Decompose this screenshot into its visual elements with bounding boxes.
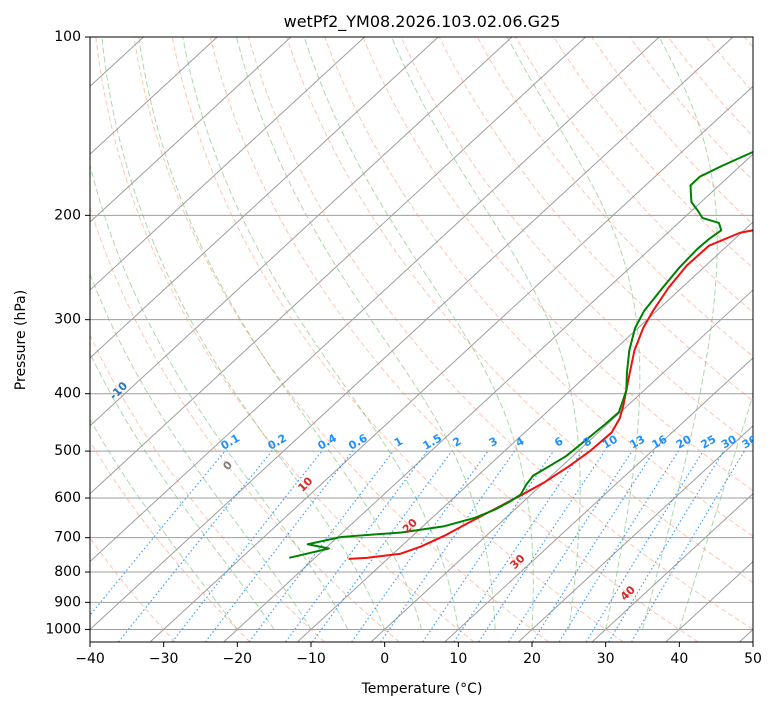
y-tick-label: 600 <box>54 490 81 506</box>
mixing-ratio-line <box>532 450 655 642</box>
isotherm-line <box>149 85 753 642</box>
isotherm-line <box>223 153 753 642</box>
isotherm-line <box>90 37 218 155</box>
isotherm-line <box>90 37 292 223</box>
dry-adiabat-line <box>324 37 753 537</box>
plot-area <box>90 37 753 642</box>
plot-frame <box>89 36 754 643</box>
x-tick-label: 0 <box>380 651 389 667</box>
axes: −40 −30 −20 −10 0 10 20 30 40 50 100 200 300 400 500 60… <box>45 29 762 667</box>
y-tick-label: 400 <box>54 386 81 402</box>
x-tick-label: −10 <box>296 651 326 667</box>
isotherm-line <box>444 357 753 642</box>
y-tick-label: 1000 <box>45 621 81 637</box>
dewpoint-profile-line <box>289 150 753 559</box>
mixing-ratio-line <box>351 450 489 642</box>
dry-adiabat-line <box>90 440 251 642</box>
moist-adiabat-line <box>101 37 386 630</box>
dry-adiabat-line <box>90 537 176 642</box>
x-tick-label: −30 <box>149 651 179 667</box>
isotherm-line <box>90 37 365 291</box>
isotherm-line <box>591 492 753 642</box>
isotherm-line <box>90 37 660 563</box>
dry-adiabat-line <box>133 37 549 642</box>
mixing-ratio-line <box>453 450 583 642</box>
x-tick-label: 20 <box>523 651 541 667</box>
dry-adiabat-line <box>286 37 753 584</box>
x-tick-label: −40 <box>75 651 105 667</box>
y-tick-label: 200 <box>54 207 81 223</box>
moist-adiabat-line <box>642 37 718 630</box>
mixing-ratio-line <box>311 450 453 642</box>
isotherm-line <box>370 289 753 642</box>
isotherm-line <box>297 221 753 642</box>
moist-adiabat-line <box>90 352 275 630</box>
y-tick-label: 800 <box>54 564 81 580</box>
moist-adiabat-line <box>236 37 496 630</box>
moist-adiabat-line <box>90 272 312 630</box>
y-tick-label: 900 <box>54 594 81 610</box>
dry-adiabat-line <box>438 37 753 402</box>
mixing-ratio-line <box>507 450 633 642</box>
mixing-ratio-line <box>422 450 555 642</box>
dry-adiabat-line <box>362 37 753 492</box>
isotherm-line <box>90 37 734 631</box>
x-tick-label: 10 <box>449 651 467 667</box>
isotherm-line <box>90 37 513 427</box>
chart-title: wetPf2_YM08.2026.103.02.06.G25 <box>284 12 561 32</box>
moist-adiabat-line <box>303 37 534 630</box>
mixing-ratio-line <box>248 450 394 642</box>
dry-adiabat-line <box>515 37 753 313</box>
y-tick-label: 500 <box>54 443 81 459</box>
moist-adiabat-line <box>90 163 349 630</box>
mixing-ratio-line <box>380 450 516 642</box>
x-axis-title: Temperature (°C) <box>361 681 483 697</box>
mixing-ratio-line <box>117 450 273 642</box>
y-tick-label: 300 <box>54 312 81 328</box>
mixing-ratio-line <box>285 450 428 642</box>
x-tick-label: 30 <box>597 651 615 667</box>
y-axis-title: Pressure (hPa) <box>13 290 29 390</box>
mixing-ratio-line <box>478 450 606 642</box>
dry-adiabat-line <box>247 37 753 631</box>
isotherm-line <box>90 37 586 495</box>
x-tick-label: 50 <box>744 651 762 667</box>
x-tick-label: 40 <box>670 651 688 667</box>
dry-adiabat-line <box>95 37 475 642</box>
moist-adiabat-line <box>506 37 641 630</box>
y-tick-label: 100 <box>54 29 81 45</box>
x-tick-label: −20 <box>223 651 253 667</box>
moist-adiabat-line <box>138 37 422 630</box>
mixing-ratio-line <box>585 450 704 642</box>
isotherm-line <box>518 425 753 642</box>
moist-adiabat-line <box>391 37 581 630</box>
y-tick-label: 700 <box>54 530 81 546</box>
isotherm-line <box>90 37 439 359</box>
mixing-ratio-line <box>90 450 226 617</box>
moist-adiabat-line <box>90 418 238 630</box>
contour-labels: -100-90-80-70-60-50-40-30-20-10010203040… <box>107 379 753 603</box>
